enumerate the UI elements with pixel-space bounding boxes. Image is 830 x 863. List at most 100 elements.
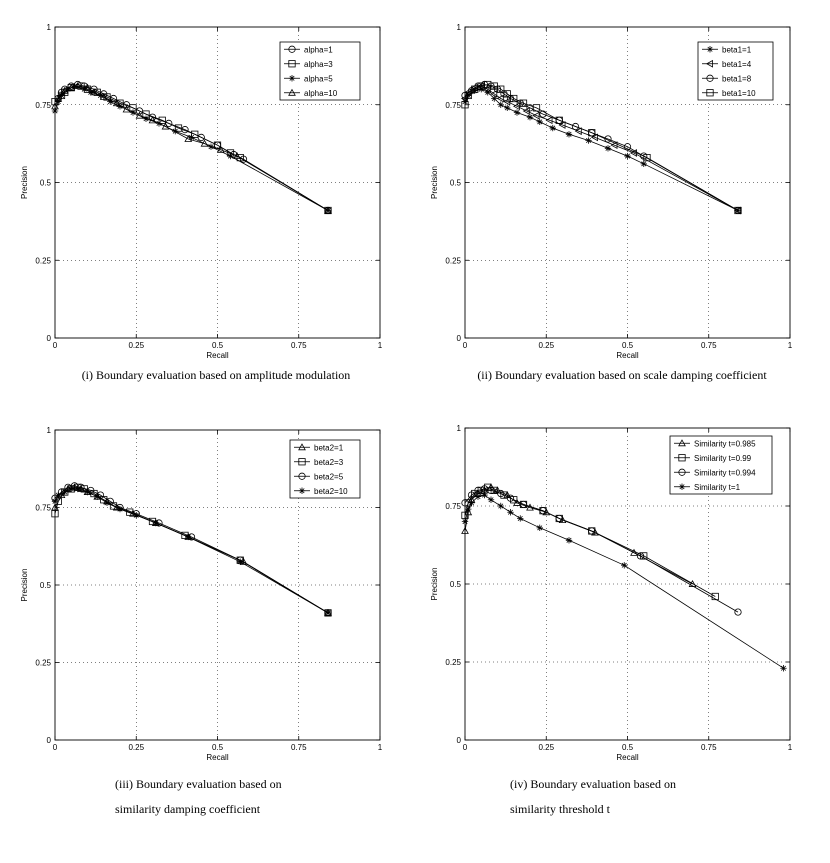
legend: beta1=1 beta1=4 beta1=8 beta1=10 bbox=[697, 41, 774, 101]
x-tick-label: 0.5 bbox=[622, 341, 634, 350]
series-line bbox=[464, 486, 693, 585]
plot-frame bbox=[464, 427, 791, 741]
data-point bbox=[734, 608, 742, 616]
series-Similarity t=1 bbox=[461, 491, 787, 672]
data-point bbox=[200, 139, 209, 147]
legend-label: Similarity t=1 bbox=[694, 483, 741, 492]
x-tick-label: 0 bbox=[463, 743, 468, 752]
x-tick-label: 0.25 bbox=[538, 743, 554, 752]
data-point bbox=[510, 496, 518, 504]
data-point bbox=[68, 485, 75, 493]
x-tick-label: 0 bbox=[53, 743, 58, 752]
data-point bbox=[517, 515, 524, 522]
data-point bbox=[585, 137, 592, 144]
legend-label: beta1=10 bbox=[722, 89, 756, 98]
data-point bbox=[621, 562, 628, 569]
plot-frame bbox=[54, 429, 381, 741]
series-line bbox=[54, 485, 329, 614]
data-point bbox=[73, 82, 82, 90]
data-point bbox=[630, 548, 638, 556]
x-tick-label: 0.75 bbox=[701, 743, 717, 752]
data-point bbox=[571, 122, 580, 131]
data-point bbox=[112, 99, 121, 107]
data-point bbox=[94, 493, 101, 500]
legend-label: beta2=10 bbox=[314, 487, 348, 496]
data-point bbox=[188, 134, 195, 141]
legend-label: beta2=3 bbox=[314, 458, 344, 467]
data-point bbox=[643, 154, 651, 162]
legend-label: alpha=1 bbox=[304, 45, 333, 54]
data-point bbox=[61, 488, 68, 496]
y-tick-label: 0 bbox=[47, 736, 52, 745]
legend-marker bbox=[288, 75, 296, 82]
x-tick-label: 0.5 bbox=[212, 743, 224, 752]
data-point bbox=[636, 552, 645, 560]
y-tick-label: 0.5 bbox=[450, 179, 462, 188]
series-alpha=5 bbox=[51, 82, 332, 214]
series-beta1=10 bbox=[461, 80, 742, 215]
data-point bbox=[54, 94, 63, 102]
series-line bbox=[464, 494, 784, 669]
x-tick-label: 1 bbox=[378, 743, 383, 752]
data-point bbox=[152, 519, 159, 527]
y-tick-label: 0.75 bbox=[445, 101, 461, 110]
legend-label: beta1=1 bbox=[722, 45, 752, 54]
x-tick-label: 0.5 bbox=[622, 743, 634, 752]
x-tick-label: 0 bbox=[53, 341, 58, 350]
legend-marker bbox=[678, 483, 686, 490]
y-axis-label: Precision bbox=[20, 166, 29, 199]
data-point bbox=[83, 83, 92, 91]
y-tick-label: 0 bbox=[47, 334, 52, 343]
data-point bbox=[588, 129, 596, 137]
legend-marker bbox=[298, 443, 306, 451]
data-point bbox=[487, 496, 495, 503]
x-axis-label: Recall bbox=[616, 753, 638, 762]
y-tick-label: 1 bbox=[47, 23, 52, 32]
series-line bbox=[54, 488, 329, 614]
data-point bbox=[461, 499, 469, 507]
data-point bbox=[51, 107, 59, 115]
data-point bbox=[565, 131, 573, 138]
series-line bbox=[464, 84, 739, 211]
data-point bbox=[539, 507, 547, 515]
data-point bbox=[55, 491, 62, 499]
x-tick-label: 0.5 bbox=[212, 341, 224, 350]
data-point bbox=[507, 509, 514, 516]
y-axis-label: Precision bbox=[430, 166, 439, 199]
legend-marker bbox=[288, 88, 296, 96]
data-point bbox=[237, 558, 244, 565]
chart-panel-2: 0 0.25 0.5 0.75 1 0 0.25 0.5 0.75 1 Recall Precisio… bbox=[430, 23, 793, 382]
series-beta1=4 bbox=[460, 82, 741, 215]
series-line bbox=[464, 84, 739, 211]
data-point bbox=[184, 134, 193, 142]
data-point bbox=[99, 92, 108, 100]
legend-box bbox=[697, 41, 774, 101]
data-point bbox=[90, 88, 98, 96]
x-tick-label: 0.75 bbox=[701, 341, 717, 350]
legend-label: alpha=3 bbox=[304, 60, 333, 69]
y-tick-label: 0.25 bbox=[35, 659, 51, 668]
legend-box bbox=[279, 41, 361, 101]
data-point bbox=[464, 91, 472, 100]
x-tick-label: 1 bbox=[788, 743, 793, 752]
data-point bbox=[484, 89, 491, 96]
data-point bbox=[733, 206, 741, 215]
data-point bbox=[227, 152, 234, 160]
y-tick-label: 0.75 bbox=[35, 101, 51, 110]
x-tick-label: 0.25 bbox=[128, 743, 144, 752]
data-point bbox=[467, 491, 476, 499]
y-tick-label: 1 bbox=[457, 23, 462, 32]
x-tick-label: 1 bbox=[378, 341, 383, 350]
data-point bbox=[236, 154, 244, 162]
series-alpha=10 bbox=[51, 82, 332, 214]
y-tick-label: 0.25 bbox=[445, 256, 461, 265]
data-point bbox=[133, 512, 140, 519]
data-point bbox=[172, 127, 179, 135]
series-Similarity t=0.985 bbox=[461, 483, 697, 587]
x-tick-label: 0 bbox=[463, 341, 468, 350]
data-point bbox=[487, 486, 495, 494]
data-point bbox=[461, 518, 469, 525]
figure-caption: (iv) Boundary evaluation based on bbox=[510, 777, 676, 791]
data-point bbox=[135, 111, 144, 119]
data-point bbox=[161, 122, 170, 130]
